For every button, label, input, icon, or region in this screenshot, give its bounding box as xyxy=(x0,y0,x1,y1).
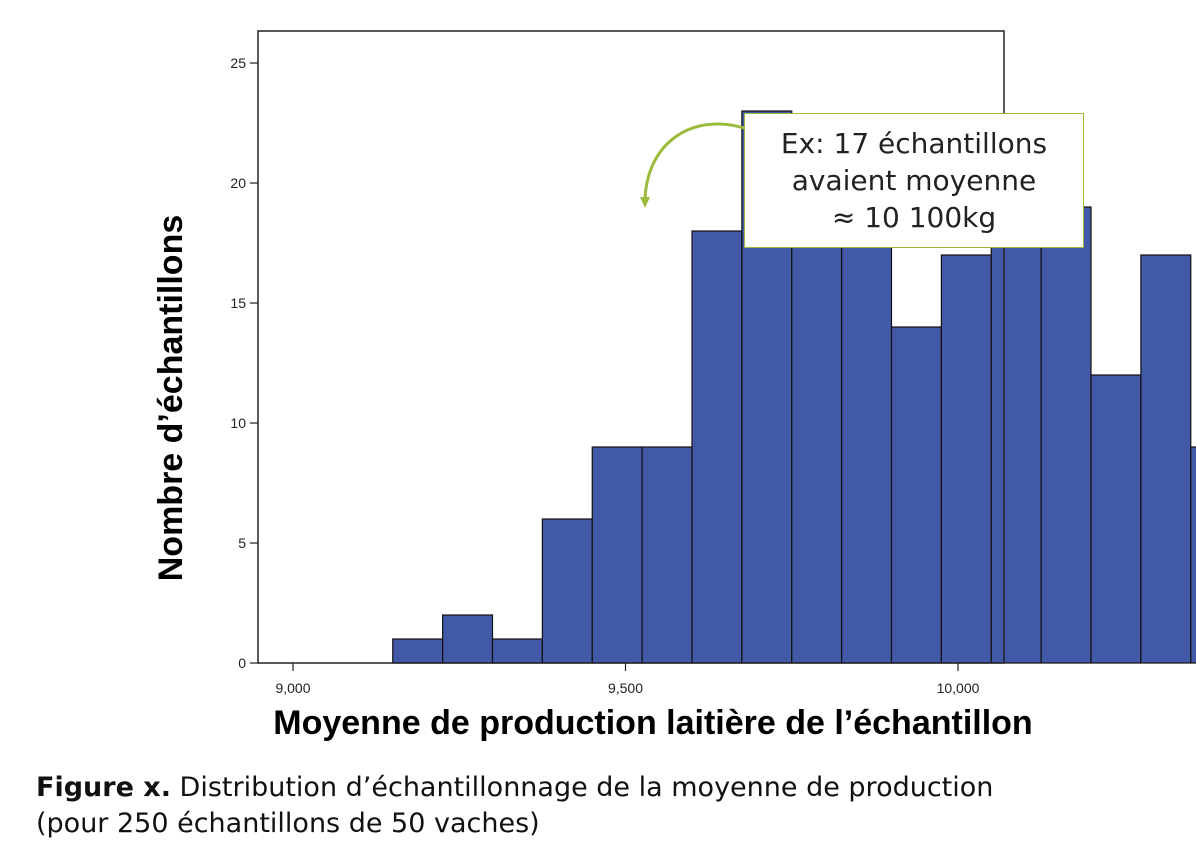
histogram-bar xyxy=(1090,374,1142,664)
histogram-bar xyxy=(641,446,693,664)
y-tick-label: 15 xyxy=(230,295,246,311)
caption-label: Figure x. xyxy=(36,772,171,803)
histogram-bar xyxy=(491,638,543,664)
caption-line-1: Figure x. Distribution d’échantillonnage… xyxy=(36,770,1186,806)
y-tick-label: 0 xyxy=(238,655,246,671)
histogram-bar xyxy=(392,638,444,664)
x-tick-label: 9,000 xyxy=(275,680,310,696)
annotation-line-2: avaient moyenne xyxy=(791,164,1037,197)
histogram-bar xyxy=(791,206,843,664)
caption-text-1: Distribution d’échantillonnage de la moy… xyxy=(170,772,994,803)
histogram-bar xyxy=(541,518,593,664)
histogram-bar xyxy=(1140,254,1192,664)
caption-line-2: (pour 250 échantillons de 50 vaches) xyxy=(36,808,540,839)
annotation-line-3: ≈ 10 100kg xyxy=(831,201,997,234)
annotation-line-1: Ex: 17 échantillons xyxy=(780,127,1048,160)
histogram-bar xyxy=(1190,446,1196,664)
histogram-bar xyxy=(990,230,1042,664)
histogram-bar xyxy=(591,446,643,664)
y-axis-title: Nombre d’échantillons xyxy=(152,215,190,582)
histogram-bar xyxy=(1040,206,1092,664)
annotation-callout: Ex: 17 échantillons avaient moyenne ≈ 10… xyxy=(744,113,1084,248)
x-tick-label: 9,500 xyxy=(608,680,643,696)
histogram-bar xyxy=(691,230,743,664)
y-tick-label: 25 xyxy=(230,55,246,71)
y-tick-label: 5 xyxy=(238,535,246,551)
annotation-arrow xyxy=(640,122,745,208)
histogram-bar xyxy=(890,326,942,664)
y-tick-label: 20 xyxy=(230,175,246,191)
plot-area-frame xyxy=(257,30,1005,664)
x-tick-label: 10,000 xyxy=(937,680,980,696)
figure-caption: Figure x. Distribution d’échantillonnage… xyxy=(36,770,1186,842)
histogram-bar xyxy=(442,614,494,664)
x-axis-title: Moyenne de production laitière de l’écha… xyxy=(273,704,1032,742)
histogram-bar xyxy=(940,254,992,664)
y-tick-label: 10 xyxy=(230,415,246,431)
y-axis: 0 5 10 15 20 25 xyxy=(230,55,258,671)
